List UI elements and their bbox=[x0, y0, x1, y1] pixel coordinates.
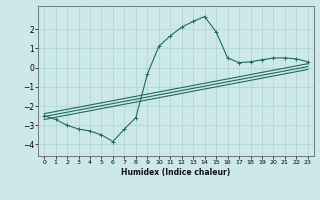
X-axis label: Humidex (Indice chaleur): Humidex (Indice chaleur) bbox=[121, 168, 231, 177]
